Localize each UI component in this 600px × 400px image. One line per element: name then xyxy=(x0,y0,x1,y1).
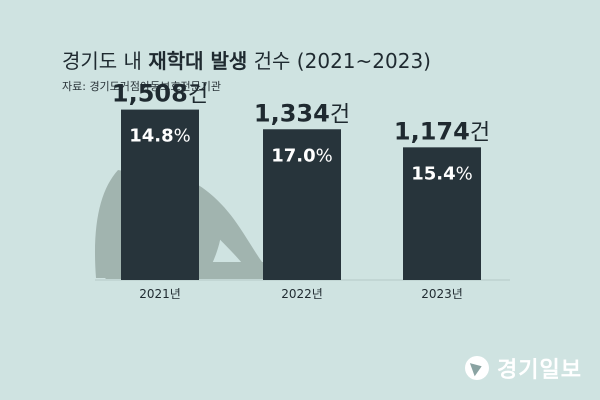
rate-label-1: 14.8% xyxy=(129,126,191,147)
category-label-1: 2021년 xyxy=(139,287,181,301)
title-part-2: 재학대 발생 xyxy=(148,49,247,73)
title-part-1: 경기도 내 xyxy=(62,49,148,73)
bar-3 xyxy=(403,147,481,280)
logo-text: 경기일보 xyxy=(497,358,582,383)
bar-2 xyxy=(263,129,341,280)
brand-logo: 경기일보 xyxy=(465,352,582,384)
value-label-2: 1,334건 xyxy=(254,99,350,127)
category-label-2: 2022년 xyxy=(281,287,323,301)
title-part-3: 건수 (2021~2023) xyxy=(247,49,431,73)
chart-title: 경기도 내 재학대 발생 건수 (2021~2023) xyxy=(62,49,431,73)
rate-label-3: 15.4% xyxy=(411,163,473,184)
bar-1 xyxy=(121,109,199,280)
source-note: 자료: 경기도거점아동보호전문기관 xyxy=(62,80,221,93)
value-label-3: 1,174건 xyxy=(394,117,490,145)
value-label-1: 1,508건 xyxy=(112,80,208,108)
category-label-3: 2023년 xyxy=(421,287,463,301)
rate-label-2: 17.0% xyxy=(271,145,333,166)
logo-icon xyxy=(465,356,490,380)
